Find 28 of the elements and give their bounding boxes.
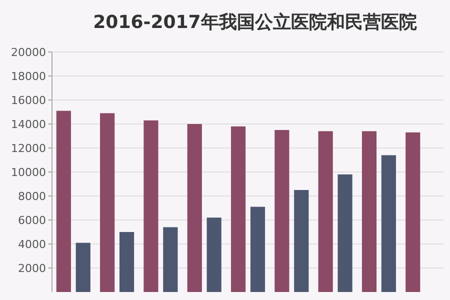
y-tick-label: 20000	[11, 46, 46, 59]
bar	[163, 227, 178, 292]
y-tick-label: 14000	[11, 118, 46, 131]
y-tick-label: 8000	[18, 190, 46, 203]
bar	[338, 174, 352, 292]
bar	[76, 242, 90, 292]
bar	[144, 120, 158, 292]
bar	[250, 206, 266, 292]
bar	[362, 131, 377, 292]
y-tick-label: 6000	[18, 214, 46, 227]
bar	[206, 218, 222, 292]
y-tick-label: 4000	[18, 238, 46, 251]
bar	[100, 113, 115, 292]
y-tick-label: 16000	[11, 94, 46, 107]
chart-title: 2016-2017年我国公立医院和民营医院	[93, 12, 417, 33]
bar	[294, 190, 309, 292]
bar	[230, 126, 246, 292]
bar	[381, 155, 396, 292]
y-tick-label: 18000	[11, 70, 46, 83]
bar	[318, 131, 333, 292]
bar	[274, 130, 290, 292]
y-tick-label: 12000	[11, 142, 46, 155]
bar	[187, 124, 202, 292]
bar	[119, 232, 134, 292]
y-tick-label: 10000	[11, 166, 46, 179]
y-tick-label: 2000	[18, 262, 46, 275]
bar	[406, 132, 420, 292]
bar	[56, 110, 71, 292]
